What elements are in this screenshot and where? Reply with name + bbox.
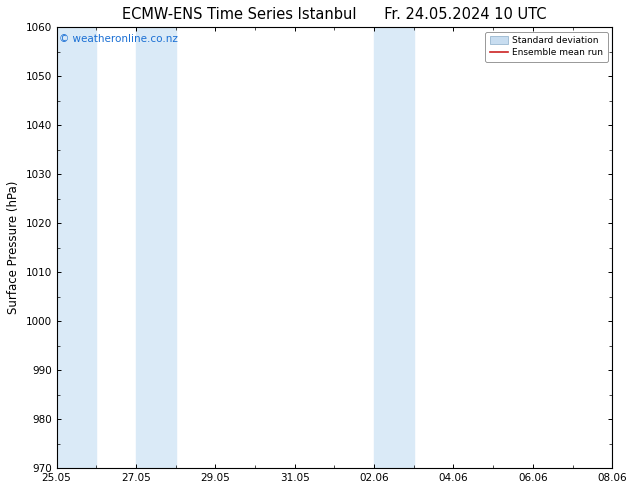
Y-axis label: Surface Pressure (hPa): Surface Pressure (hPa): [7, 181, 20, 315]
Bar: [56, 27, 96, 468]
Bar: [612, 27, 634, 468]
Legend: Standard deviation, Ensemble mean run: Standard deviation, Ensemble mean run: [485, 32, 608, 62]
Title: ECMW-ENS Time Series Istanbul      Fr. 24.05.2024 10 UTC: ECMW-ENS Time Series Istanbul Fr. 24.05.…: [122, 7, 547, 22]
Bar: [374, 27, 414, 468]
Text: © weatheronline.co.nz: © weatheronline.co.nz: [60, 34, 178, 44]
Bar: [136, 27, 176, 468]
